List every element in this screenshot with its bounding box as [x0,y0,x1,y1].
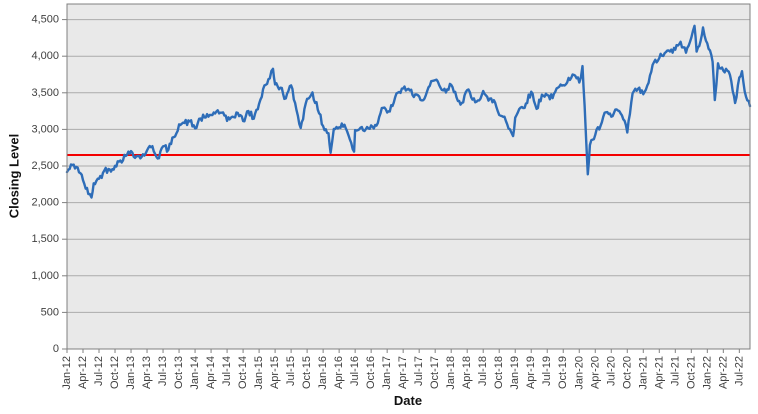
x-tick-label: Jul-13 [157,356,169,386]
x-tick-label: Jan-14 [189,356,201,390]
x-tick-label: Apr-15 [269,356,281,389]
x-tick-label: Jan-12 [61,356,73,390]
x-tick-label: Apr-20 [589,356,601,389]
x-tick-label: Apr-13 [141,356,153,389]
x-tick-label: Apr-18 [461,356,473,389]
x-tick-label: Jan-22 [701,356,713,390]
x-tick-label: Jul-22 [733,356,745,386]
x-tick-label: Jul-20 [605,356,617,386]
plot-border [66,3,751,350]
x-tick-label: Oct-15 [301,356,313,389]
x-tick-label: Jan-17 [381,356,393,390]
x-tick-label: Jan-21 [637,356,649,390]
x-tick-label: Oct-19 [557,356,569,389]
closing-level-series-line [65,24,752,199]
x-tick-label: Jan-15 [253,356,265,390]
x-axis-title: Date [394,393,422,408]
y-tick-label: 2,500 [31,160,59,172]
y-tick-label: 2,000 [31,197,59,209]
x-tick-label: Apr-14 [205,356,217,389]
y-tick-labels: 0 500 1,000 1,500 2,000 2,500 3,000 3,500 4,000 4… [31,14,59,355]
x-tick-label: Oct-18 [493,356,505,389]
x-tick-label: Oct-14 [237,356,249,389]
x-tick-label: Oct-17 [429,356,441,389]
y-tick-label: 500 [41,306,59,318]
y-tick-label: 4,000 [31,50,59,62]
x-tick-label: Jul-21 [669,356,681,386]
x-tick-label: Oct-20 [621,356,633,389]
x-tick-label: Apr-19 [525,356,537,389]
x-tick-label: Jan-18 [445,356,457,390]
x-tick-label: Jul-19 [541,356,553,386]
x-tick-labels: Jan-12 Apr-12 Jul-12 Oct-12 Jan-13 Apr-13 Jul-… [61,356,745,390]
x-tick-label: Jan-20 [573,356,585,390]
axis-ticks [62,19,740,353]
y-tick-label: 4,500 [31,14,59,26]
x-tick-label: Apr-21 [653,356,665,389]
x-tick-label: Apr-22 [717,356,729,389]
y-tick-label: 3,500 [31,87,59,99]
y-tick-label: 3,000 [31,123,59,135]
x-tick-label: Jul-12 [93,356,105,386]
y-tick-label: 1,000 [31,270,59,282]
x-tick-label: Oct-12 [109,356,121,389]
x-tick-label: Apr-17 [397,356,409,389]
x-tick-label: Jul-15 [285,356,297,386]
x-tick-label: Oct-16 [365,356,377,389]
plot-area [67,4,750,349]
x-tick-label: Oct-13 [173,356,185,389]
x-tick-label: Jul-14 [221,356,233,386]
x-tick-label: Jan-16 [317,356,329,390]
y-axis-title: Closing Level [7,134,22,219]
y-tick-label: 0 [53,343,59,355]
x-tick-label: Jan-13 [125,356,137,390]
x-tick-label: Jan-19 [509,356,521,390]
x-tick-label: Apr-16 [333,356,345,389]
x-tick-label: Apr-12 [77,356,89,389]
x-tick-label: Jul-16 [349,356,361,386]
gridlines [67,19,750,313]
x-tick-label: Jul-17 [413,356,425,386]
y-tick-label: 1,500 [31,233,59,245]
x-tick-label: Oct-21 [685,356,697,389]
x-tick-label: Jul-18 [477,356,489,386]
